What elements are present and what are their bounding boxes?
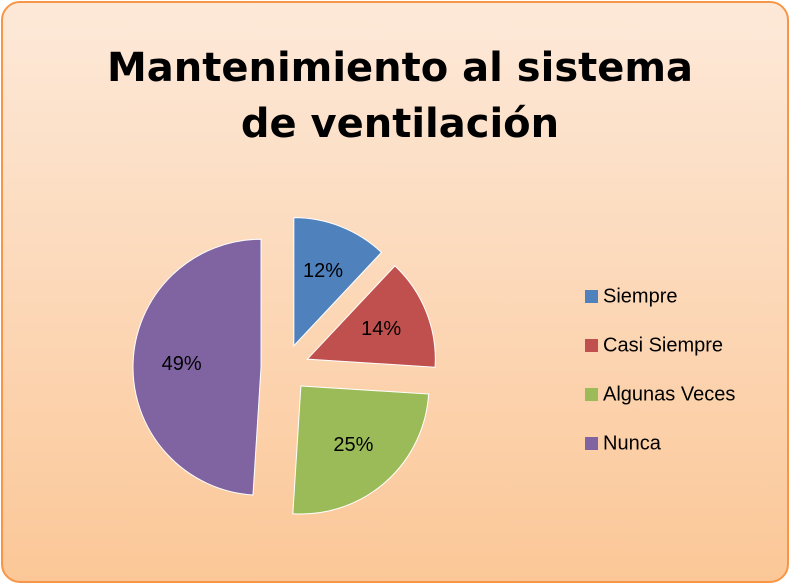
pie-slice xyxy=(292,385,430,515)
data-label: 49% xyxy=(162,353,202,375)
chart-title: Mantenimiento al sistema de ventilación xyxy=(106,45,694,147)
data-label: 25% xyxy=(333,434,373,456)
legend-swatch xyxy=(585,388,598,401)
data-label: 12% xyxy=(303,260,343,282)
legend-label: Siempre xyxy=(603,285,677,307)
legend-swatch xyxy=(585,437,598,450)
pie-slice xyxy=(293,217,383,347)
legend-label: Nunca xyxy=(603,432,662,454)
legend-label: Algunas Veces xyxy=(603,383,735,405)
legend-swatch xyxy=(585,339,598,352)
pie-slice xyxy=(132,238,262,496)
data-label: 14% xyxy=(361,318,401,340)
pie-slice xyxy=(306,265,436,368)
legend-swatch xyxy=(585,290,598,303)
legend-label: Casi Siempre xyxy=(603,334,723,356)
